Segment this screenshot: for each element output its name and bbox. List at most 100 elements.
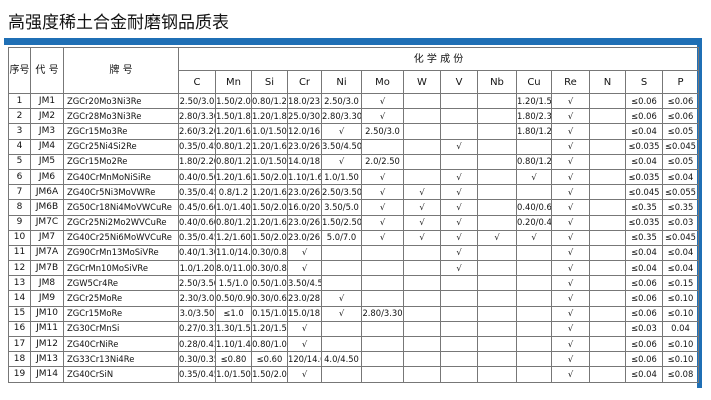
table-cell: ≤0.15: [661, 275, 700, 292]
header-row: C Mn Si Cr Ni Mo W V Nb Cu Re N S P: [9, 70, 700, 94]
table-cell: [516, 244, 552, 262]
table-cell: ZGCr28Mo3Ni3Re: [63, 108, 179, 125]
table-cell: [403, 244, 441, 262]
table-cell: [477, 351, 517, 368]
element-header: S: [625, 70, 663, 94]
table-cell: [403, 320, 441, 338]
table-cell: [516, 320, 552, 338]
table-cell: 0.40/0.60: [516, 199, 552, 216]
table-cell: [516, 184, 552, 201]
table-cell: [516, 260, 552, 277]
table-cell: [361, 260, 404, 277]
table-cell: ≤0.06: [625, 275, 663, 292]
table-cell: [361, 138, 404, 155]
table-cell: 0.15/1.0: [251, 305, 288, 322]
table-cell: [477, 366, 517, 383]
element-header: N: [589, 70, 626, 94]
table-cell: [589, 290, 626, 307]
table-cell: JM8: [30, 275, 64, 292]
table-row: 17JM12ZG40CrNiRe0.28/0.431.10/1.400.80/1…: [8, 335, 700, 353]
table-cell: [589, 335, 626, 353]
table-cell: [589, 275, 626, 292]
table-row: 8 JM6B ZG50Cr18Ni4MoVWCuRe 0.45/0.60 1.0/1.4…: [8, 199, 700, 216]
table-cell: ZG30CrMnSi: [63, 320, 179, 338]
table-cell: ≤0.35: [661, 199, 700, 216]
table-cell: [477, 123, 517, 140]
element-header: Mo: [361, 70, 404, 94]
element-header: P: [661, 70, 700, 94]
table-cell: [589, 305, 626, 322]
table-row: 3JM3ZGCr15Mo3Re2.60/3.201.20/1.601.0/1.5…: [8, 123, 700, 140]
table-cell: 1.20/1.60: [251, 184, 288, 201]
table-cell: 1.80/1.20: [516, 123, 552, 140]
table-cell: ≤0.045: [625, 184, 663, 201]
table-cell: ≤0.06: [625, 305, 663, 322]
table-cell: [589, 168, 626, 186]
table-cell: [589, 138, 626, 155]
table-cell: ≤0.04: [661, 244, 700, 262]
table-cell: ZGCr25Ni2Mo2WVCuRe: [63, 214, 179, 231]
table-cell: √: [287, 335, 322, 353]
table-cell: [440, 275, 478, 292]
table-cell: 120/14.0: [287, 351, 322, 368]
table-cell: JM12: [30, 335, 64, 353]
table-cell: [321, 320, 362, 338]
table-cell: JM13: [30, 351, 64, 368]
table-cell: JM9: [30, 290, 64, 307]
table-cell: 0.35/0.45: [178, 184, 216, 201]
table-cell: [440, 290, 478, 307]
table-cell: [477, 214, 517, 231]
table-cell: √: [287, 244, 322, 262]
header-row: 序号代 号牌 号化 学 成 份: [8, 47, 700, 94]
table-cell: 23.0/26.0: [287, 138, 322, 155]
table-cell: ZG40CrSiN: [63, 366, 179, 383]
table-cell: [589, 184, 626, 201]
table-cell: 1.80/2.20: [178, 153, 216, 170]
table-cell: √: [440, 138, 478, 155]
table-cell: ZG33Cr13Ni4Re: [63, 351, 179, 368]
element-header: Re: [551, 70, 590, 94]
table-cell: √: [440, 199, 478, 216]
table-cell: 0.40/0.50: [178, 168, 216, 186]
table-cell: JM7C: [30, 214, 64, 231]
table-cell: 0.28/0.43: [178, 335, 216, 353]
table-cell: ≤0.10: [661, 290, 700, 307]
table-cell: ≤0.03: [661, 214, 700, 231]
table-row: 9 JM7C ZGCr25Ni2Mo2WVCuRe 0.40/0.60 0.80/1.2…: [8, 214, 700, 231]
table-cell: 3: [8, 123, 31, 140]
table-cell: 0.35/0.45: [178, 138, 216, 155]
table-row: 5JM5ZGCr15Mo2Re1.80/2.200.80/1.201.0/1.5…: [8, 153, 700, 170]
table-cell: 23.0/26.0: [287, 184, 322, 201]
table-cell: 1.20/1.60: [215, 168, 252, 186]
table-cell: [589, 108, 626, 125]
table-cell: 2: [8, 108, 31, 125]
table-cell: √: [403, 214, 441, 231]
table-cell: √: [361, 108, 404, 125]
table-cell: JM5: [30, 153, 64, 170]
table-cell: JM7: [30, 229, 64, 246]
table-cell: 0.8/1.2: [215, 184, 252, 201]
table-cell: JM11: [30, 320, 64, 338]
table-cell: √: [440, 244, 478, 262]
table-cell: [516, 335, 552, 353]
table-cell: 1.30/1.50: [215, 320, 252, 338]
table-cell: 4.0/4.50: [321, 351, 362, 368]
table-cell: √: [321, 290, 362, 307]
table-cell: [516, 290, 552, 307]
table-cell: JM1: [30, 92, 64, 110]
column-header: 序号: [8, 47, 31, 94]
table-cell: √: [551, 108, 590, 125]
table-cell: [589, 366, 626, 383]
table-cell: [477, 199, 517, 216]
table-row: 11 JM7A ZG90CrMn13MoSiVRe 0.40/1.30 11.0/14.…: [8, 244, 700, 262]
table-cell: ZG40CrNiRe: [63, 335, 179, 353]
table-cell: 0.30/0.80: [251, 260, 288, 277]
table-cell: 1.50/2.0: [215, 92, 252, 110]
table-cell: 0.80/1.20: [215, 138, 252, 155]
table-cell: √: [516, 168, 552, 186]
element-header: V: [440, 70, 478, 94]
table-cell: 2.30/3.0: [178, 290, 216, 307]
table-cell: 0.80/1.20: [251, 92, 288, 110]
table-cell: [321, 335, 362, 353]
table-cell: √: [551, 305, 590, 322]
